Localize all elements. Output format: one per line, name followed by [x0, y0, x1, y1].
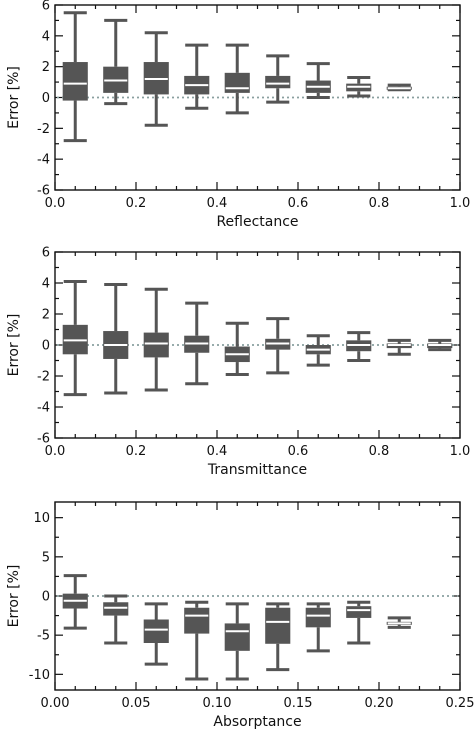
box-plot-6 — [265, 317, 291, 375]
y-tick-label: -6 — [37, 432, 50, 447]
y-axis-label: Error [%] — [6, 565, 22, 628]
interquartile-box — [62, 62, 88, 101]
box-plot-1 — [62, 574, 88, 630]
interquartile-box — [265, 75, 291, 89]
y-tick-label: 0 — [42, 91, 50, 106]
x-axis-label: Reflectance — [216, 214, 298, 230]
x-axis-label: Transmittance — [207, 462, 307, 478]
box-plot-2 — [103, 18, 129, 106]
interquartile-box — [265, 607, 291, 644]
x-tick-label: 0.10 — [203, 696, 232, 711]
x-tick-label: 0.6 — [288, 196, 309, 211]
interquartile-box — [143, 619, 169, 643]
chart-panel-3: 0.00 0.05 0.10 0.15 0.20 0.25 -10 -5 0 5 10 Absorpt… — [6, 501, 474, 730]
x-tick-label: 1.0 — [450, 444, 471, 459]
x-tick-label: 0.00 — [41, 696, 70, 711]
y-tick-label: 6 — [42, 0, 50, 14]
y-tick-label: 0 — [42, 590, 50, 605]
chart-panel-2: 0.0 0.2 0.4 0.6 0.8 1.0 -6 -4 -2 0 2 4 6 Transmittanc… — [6, 246, 470, 479]
y-tick-label: -2 — [37, 370, 50, 385]
interquartile-box — [143, 332, 169, 358]
y-tick-label: 0 — [42, 339, 50, 354]
y-tick-label: 4 — [42, 29, 50, 44]
y-tick-label: -2 — [37, 122, 50, 137]
box-plot-4 — [184, 301, 210, 386]
box-plot-5 — [224, 602, 250, 681]
y-tick-label: -10 — [29, 668, 50, 683]
box-plot-6 — [265, 54, 291, 104]
x-tick-label: 0.25 — [446, 696, 474, 711]
interquartile-box — [305, 607, 331, 628]
box-plot-7 — [305, 62, 331, 99]
interquartile-box — [184, 607, 210, 634]
x-tick-label: 0.15 — [284, 696, 313, 711]
y-tick-label: -4 — [37, 401, 50, 416]
y-tick-label: 4 — [42, 277, 50, 292]
y-tick-label: 5 — [42, 550, 50, 565]
box-plot-2 — [103, 283, 129, 395]
box-plot-3 — [143, 31, 169, 127]
box-plot-1 — [62, 11, 88, 143]
interquartile-box — [103, 602, 129, 616]
y-tick-label: 2 — [42, 308, 50, 323]
x-axis-label: Absorptance — [213, 714, 301, 730]
box-plot-8 — [346, 600, 372, 645]
interquartile-box — [224, 623, 250, 651]
x-tick-label: 0.8 — [369, 444, 390, 459]
box-plot-8 — [346, 75, 372, 98]
box-plot-3 — [143, 287, 169, 392]
x-tick-label: 0.20 — [365, 696, 394, 711]
interquartile-box — [346, 606, 372, 618]
y-tick-label: 10 — [33, 511, 50, 526]
box-plot-5 — [224, 321, 250, 376]
box-plot-6 — [265, 602, 291, 672]
box-plot-8 — [346, 331, 372, 362]
x-tick-label: 0.6 — [288, 444, 309, 459]
chart-panel-1: 0.0 0.2 0.4 0.6 0.8 1.0 -6 -4 -2 0 2 4 6 Reflectance E… — [6, 0, 470, 230]
x-tick-label: 0.05 — [122, 696, 151, 711]
y-tick-label: 6 — [42, 246, 50, 261]
x-tick-label: 0.4 — [207, 196, 228, 211]
box-plot-10 — [427, 338, 453, 352]
y-tick-label: 2 — [42, 60, 50, 75]
box-plot-4 — [184, 43, 210, 110]
box-plot-7 — [305, 602, 331, 653]
box-plot-3 — [143, 602, 169, 666]
y-axis-label: Error [%] — [6, 314, 22, 377]
y-axis-label: Error [%] — [6, 66, 22, 129]
y-tick-label: -4 — [37, 153, 50, 168]
box-plot-9 — [386, 616, 412, 629]
x-tick-label: 1.0 — [450, 196, 471, 211]
box-plot-1 — [62, 279, 88, 397]
x-tick-label: 0.0 — [45, 196, 66, 211]
x-tick-label: 0.2 — [126, 444, 147, 459]
x-tick-label: 0.4 — [207, 444, 228, 459]
box-plot-7 — [305, 334, 331, 367]
interquartile-box — [224, 72, 250, 93]
box-plot-2 — [103, 594, 129, 645]
box-plot-4 — [184, 600, 210, 681]
x-tick-label: 0.8 — [369, 196, 390, 211]
x-tick-label: 0.0 — [45, 444, 66, 459]
box-plot-9 — [386, 83, 412, 92]
box-plot-5 — [224, 43, 250, 115]
box-plot-9 — [386, 338, 412, 356]
y-tick-label: -5 — [37, 629, 50, 644]
y-tick-label: -6 — [37, 184, 50, 199]
x-tick-label: 0.2 — [126, 196, 147, 211]
